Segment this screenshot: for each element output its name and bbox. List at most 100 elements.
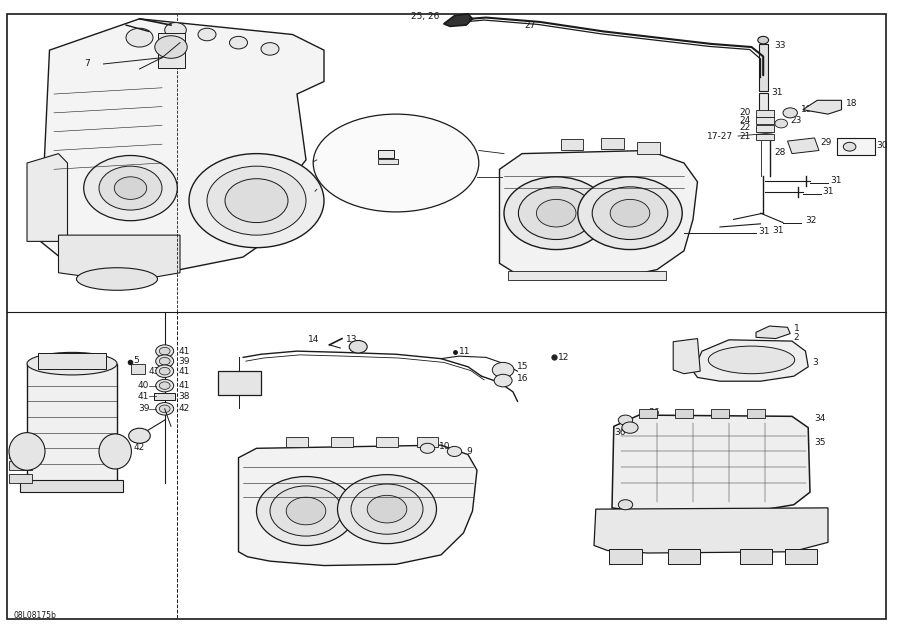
Bar bbox=[130, 364, 145, 374]
Circle shape bbox=[775, 119, 788, 128]
Text: 30: 30 bbox=[877, 141, 888, 150]
Text: 19: 19 bbox=[801, 105, 813, 114]
Circle shape bbox=[504, 177, 608, 250]
Circle shape bbox=[84, 155, 177, 221]
Text: 36: 36 bbox=[648, 408, 660, 417]
Polygon shape bbox=[444, 14, 472, 26]
Circle shape bbox=[159, 357, 170, 365]
Bar bbox=[740, 549, 772, 564]
Circle shape bbox=[618, 500, 633, 510]
Circle shape bbox=[349, 340, 367, 353]
Text: 41: 41 bbox=[138, 392, 149, 401]
Ellipse shape bbox=[9, 433, 45, 470]
Text: 13: 13 bbox=[346, 335, 357, 344]
Text: 43: 43 bbox=[148, 367, 160, 376]
Text: 35: 35 bbox=[814, 438, 826, 446]
Circle shape bbox=[156, 379, 174, 392]
Polygon shape bbox=[594, 508, 828, 553]
Ellipse shape bbox=[27, 352, 117, 375]
Bar bbox=[756, 125, 774, 132]
Text: 33: 33 bbox=[774, 41, 786, 50]
Text: 8: 8 bbox=[250, 374, 256, 382]
Ellipse shape bbox=[99, 434, 131, 469]
Bar bbox=[601, 138, 624, 149]
Text: 11: 11 bbox=[459, 347, 471, 356]
Circle shape bbox=[159, 405, 170, 413]
Text: 32: 32 bbox=[806, 216, 817, 225]
Polygon shape bbox=[788, 138, 819, 154]
Text: 08L08175b: 08L08175b bbox=[14, 611, 57, 620]
Bar bbox=[756, 117, 774, 124]
Bar bbox=[675, 409, 693, 418]
Polygon shape bbox=[673, 339, 700, 374]
Bar bbox=[759, 93, 768, 119]
Bar bbox=[837, 138, 875, 155]
Text: 6: 6 bbox=[360, 151, 365, 160]
Circle shape bbox=[338, 475, 436, 544]
Bar bbox=[9, 474, 32, 483]
Text: 12: 12 bbox=[558, 353, 570, 362]
Bar bbox=[378, 159, 398, 164]
Text: 41: 41 bbox=[178, 367, 190, 376]
Circle shape bbox=[618, 415, 633, 425]
Circle shape bbox=[225, 179, 288, 223]
Bar bbox=[747, 409, 765, 418]
Bar bbox=[639, 409, 657, 418]
Text: 31: 31 bbox=[759, 228, 770, 236]
Circle shape bbox=[159, 347, 170, 355]
Text: 14: 14 bbox=[308, 335, 320, 344]
Circle shape bbox=[261, 43, 279, 55]
Polygon shape bbox=[500, 150, 698, 279]
Text: 39: 39 bbox=[138, 404, 149, 413]
Text: 20: 20 bbox=[739, 108, 751, 117]
Text: 18: 18 bbox=[846, 99, 858, 108]
Circle shape bbox=[129, 428, 150, 443]
Circle shape bbox=[420, 443, 435, 453]
Polygon shape bbox=[803, 100, 842, 114]
Bar bbox=[154, 393, 176, 400]
Circle shape bbox=[207, 166, 306, 235]
Circle shape bbox=[758, 36, 769, 44]
Polygon shape bbox=[756, 326, 790, 339]
Text: 40: 40 bbox=[138, 381, 149, 390]
Circle shape bbox=[155, 36, 187, 58]
Circle shape bbox=[198, 28, 216, 41]
Bar bbox=[376, 437, 398, 447]
Circle shape bbox=[367, 495, 407, 523]
Circle shape bbox=[447, 446, 462, 456]
Text: 24: 24 bbox=[740, 116, 751, 125]
Circle shape bbox=[156, 355, 174, 367]
Bar bbox=[38, 353, 106, 369]
Bar bbox=[609, 549, 642, 564]
Text: 37: 37 bbox=[354, 161, 365, 169]
Text: 38: 38 bbox=[178, 392, 190, 401]
Text: 28: 28 bbox=[774, 148, 786, 157]
Text: 42: 42 bbox=[178, 404, 190, 413]
Bar bbox=[378, 150, 394, 158]
Circle shape bbox=[622, 422, 638, 433]
Circle shape bbox=[230, 36, 248, 49]
Ellipse shape bbox=[313, 114, 479, 212]
Circle shape bbox=[270, 486, 342, 536]
Text: 31: 31 bbox=[772, 226, 784, 234]
Text: 31: 31 bbox=[823, 187, 834, 196]
Polygon shape bbox=[612, 415, 810, 513]
Circle shape bbox=[114, 177, 147, 199]
Polygon shape bbox=[58, 235, 180, 282]
Bar bbox=[508, 271, 666, 280]
Polygon shape bbox=[693, 340, 808, 381]
Bar bbox=[9, 461, 32, 470]
Bar bbox=[759, 44, 768, 91]
Circle shape bbox=[783, 108, 797, 118]
Circle shape bbox=[189, 154, 324, 248]
Bar bbox=[9, 449, 32, 458]
Text: 34: 34 bbox=[814, 414, 826, 423]
Circle shape bbox=[156, 345, 174, 357]
Text: 1: 1 bbox=[794, 324, 799, 333]
Text: 23: 23 bbox=[790, 116, 802, 125]
Text: 7: 7 bbox=[85, 60, 90, 68]
Text: 17-27: 17-27 bbox=[707, 132, 733, 140]
Polygon shape bbox=[40, 19, 324, 273]
Circle shape bbox=[256, 477, 356, 545]
Bar bbox=[286, 437, 308, 447]
